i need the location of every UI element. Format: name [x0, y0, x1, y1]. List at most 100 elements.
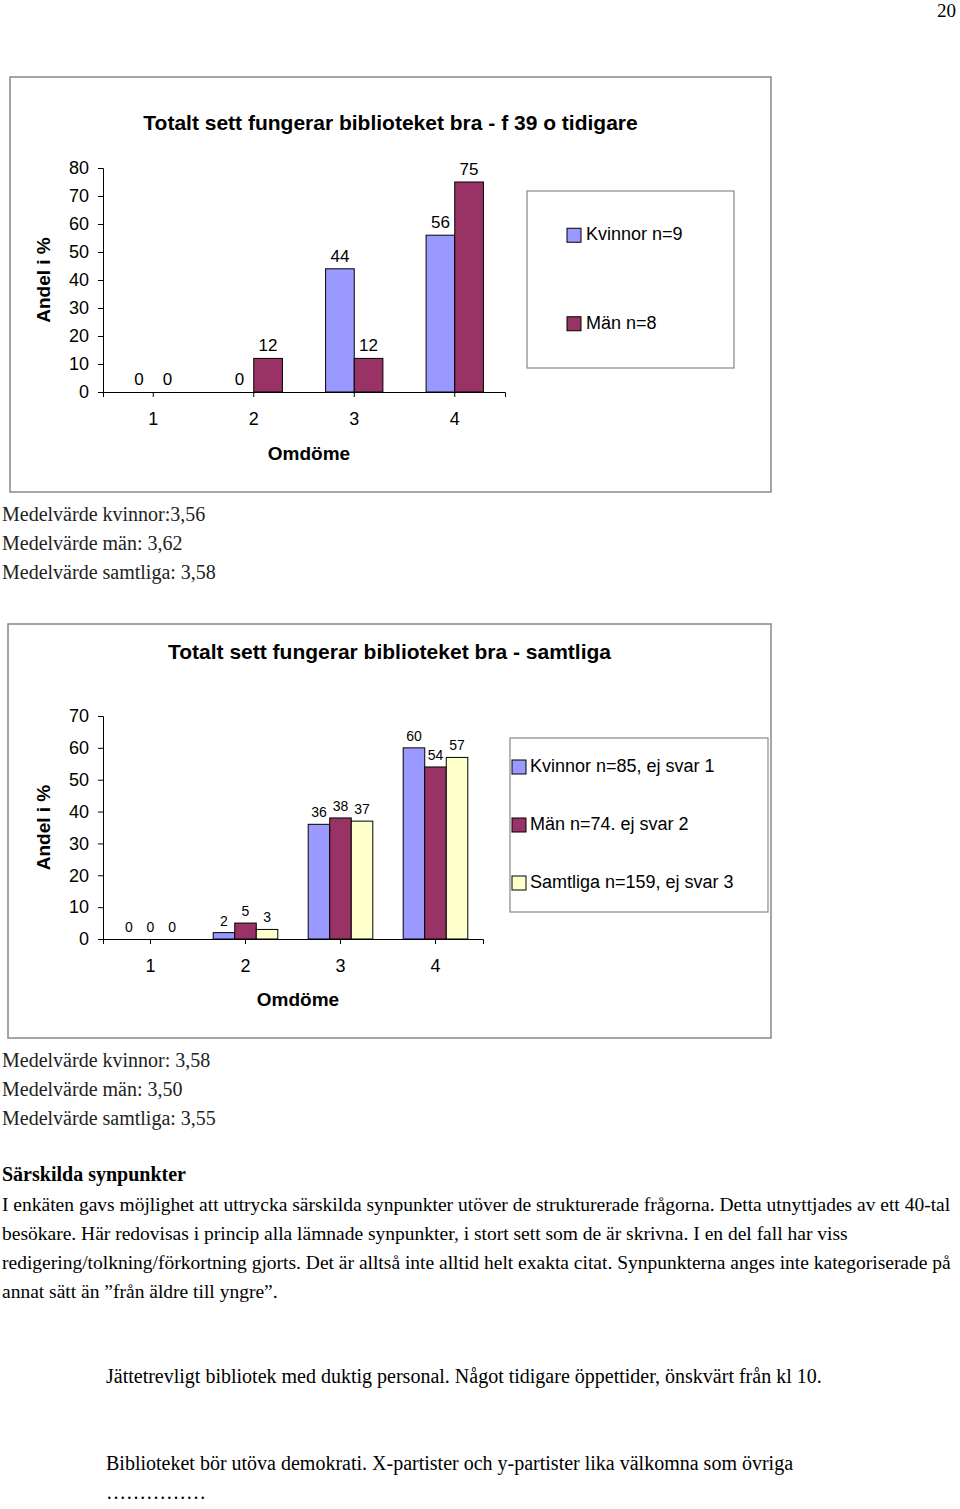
plot-marks — [254, 182, 484, 392]
data-label: 57 — [449, 737, 465, 753]
legend-label: Män n=8 — [586, 313, 657, 333]
tick-mark — [98, 748, 103, 749]
x-tick: 3 — [335, 939, 345, 976]
data-label: 44 — [330, 247, 349, 266]
data-label: 37 — [354, 801, 370, 817]
chart: Totalt sett fungerar biblioteket bra - f… — [10, 77, 771, 492]
tick-label: 80 — [69, 158, 89, 178]
chart-frame — [8, 624, 771, 1038]
x-axis-title: Omdöme — [268, 443, 350, 464]
tick-mark — [98, 843, 103, 844]
bar — [426, 235, 455, 392]
tick-label: 3 — [335, 956, 345, 976]
bar — [225, 392, 254, 393]
tick-label: 4 — [430, 956, 440, 976]
tick-mark — [98, 716, 103, 717]
x-tick: 1 — [148, 392, 158, 429]
bar — [256, 929, 278, 939]
bar — [235, 923, 257, 939]
y-tick: 30 — [69, 834, 103, 854]
tick-mark — [98, 308, 103, 309]
legend: Kvinnor n=9 Män n=8 — [527, 191, 734, 368]
annotation: Medelvärde män: 3,62 — [2, 532, 183, 554]
bar — [330, 818, 352, 939]
y-tick: 80 — [69, 158, 103, 178]
section-heading: Särskilda synpunkter — [2, 1163, 186, 1186]
annotation: Medelvärde kvinnor: 3,58 — [2, 1049, 210, 1071]
data-label: 60 — [406, 728, 422, 744]
legend-swatch — [512, 760, 526, 774]
tick-mark — [98, 907, 103, 908]
tick-label: 40 — [69, 802, 89, 822]
tick-label: 70 — [69, 186, 89, 206]
chart-title: Totalt sett fungerar biblioteket bra - f… — [143, 111, 637, 134]
data-label: 75 — [460, 160, 479, 179]
tick-mark — [253, 392, 254, 397]
tick-label: 40 — [69, 270, 89, 290]
tick-label: 20 — [69, 326, 89, 346]
axis-line — [98, 717, 104, 940]
axis-line — [104, 940, 484, 945]
comment: Jättetrevligt bibliotek med duktig perso… — [106, 1362, 846, 1391]
tick-label: 1 — [148, 409, 158, 429]
tick-label: 30 — [69, 834, 89, 854]
tick-label: 3 — [349, 409, 359, 429]
bar — [351, 821, 373, 939]
tick-mark — [435, 939, 436, 944]
tick-label: 4 — [450, 409, 460, 429]
data-label: 56 — [431, 213, 450, 232]
x-axis-title: Omdöme — [257, 989, 339, 1010]
bar — [125, 392, 154, 393]
data-label: 2 — [220, 913, 228, 929]
bar — [354, 358, 383, 392]
bar — [326, 269, 355, 392]
x-tick: 4 — [430, 939, 440, 976]
data-label: 12 — [359, 336, 378, 355]
data-label: 12 — [259, 336, 278, 355]
y-tick: 10 — [69, 897, 103, 917]
tick-label: 20 — [69, 866, 89, 886]
tick-mark — [245, 939, 246, 944]
legend-swatch — [512, 876, 526, 890]
y-tick: 50 — [69, 242, 103, 262]
legend-label: Kvinnor n=85, ej svar 1 — [530, 756, 715, 776]
tick-label: 60 — [69, 738, 89, 758]
y-axis-title: Andel i % — [33, 785, 54, 871]
tick-mark — [98, 196, 103, 197]
bar — [118, 939, 140, 940]
y-tick: 60 — [69, 214, 103, 234]
y-tick: 70 — [69, 706, 103, 726]
x-tick: 2 — [249, 392, 259, 429]
tick-mark — [98, 812, 103, 813]
data-label: 0 — [168, 919, 176, 935]
tick-mark — [354, 392, 355, 397]
y-tick: 60 — [69, 738, 103, 758]
legend-label: Kvinnor n=9 — [586, 224, 683, 244]
chart: Totalt sett fungerar biblioteket bra - s… — [8, 624, 771, 1038]
axis-line — [104, 393, 506, 398]
legend-swatch — [567, 228, 581, 242]
tick-mark — [98, 392, 103, 393]
legend-frame — [510, 738, 768, 912]
data-labels: 0044560121275 — [134, 160, 478, 389]
tick-label: 2 — [249, 409, 259, 429]
y-tick: 10 — [69, 354, 103, 374]
data-label: 0 — [163, 370, 172, 389]
data-label: 38 — [333, 798, 349, 814]
tick-mark — [98, 336, 103, 337]
legend-swatch — [567, 317, 581, 331]
annotation: Medelvärde samtliga: 3,55 — [2, 1107, 216, 1130]
tick-mark — [98, 875, 103, 876]
y-tick: 30 — [69, 298, 103, 318]
tick-label: 0 — [79, 382, 89, 402]
plot-marks — [213, 748, 468, 939]
axis-line — [98, 169, 104, 393]
bar — [455, 182, 484, 392]
y-tick: 40 — [69, 802, 103, 822]
tick-label: 50 — [69, 770, 89, 790]
data-label: 36 — [311, 804, 327, 820]
x-axis: 1 2 3 4 — [104, 392, 506, 429]
y-tick: 70 — [69, 186, 103, 206]
tick-mark — [98, 780, 103, 781]
bar — [140, 939, 162, 940]
